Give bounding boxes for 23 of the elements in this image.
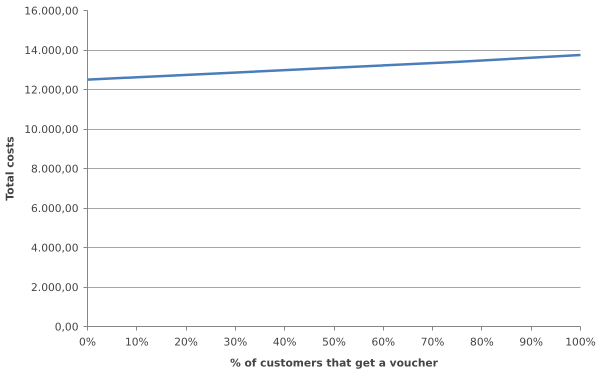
y-tick-label: 14.000,00 xyxy=(24,44,79,57)
y-tick-label: 12.000,00 xyxy=(24,84,79,96)
y-tick-label: 0,00 xyxy=(54,320,79,334)
x-tick-label: 0% xyxy=(79,336,96,348)
y-tick-label: 16.000,00 xyxy=(24,4,79,18)
line-series xyxy=(88,54,580,81)
x-tick-label: 90% xyxy=(519,336,544,348)
y-tick-label: 8.000,00 xyxy=(31,162,79,176)
x-tick-label: 70% xyxy=(420,336,444,348)
x-tick-label: 80% xyxy=(470,336,494,348)
y-tick-label: 6.000,00 xyxy=(31,202,79,215)
x-tick-label: 40% xyxy=(272,336,297,348)
x-axis-title: % of customers that get a voucher xyxy=(230,356,439,370)
y-tick-label: 2.000,00 xyxy=(31,281,79,294)
y-tick-label: 10.000,00 xyxy=(24,123,79,136)
x-tick-label: 60% xyxy=(371,336,396,348)
y-axis-title: Total costs xyxy=(3,136,16,201)
x-tick-label: 100% xyxy=(565,336,596,348)
x-tick-label: 10% xyxy=(124,336,149,348)
x-tick-label: 50% xyxy=(322,336,346,348)
y-tick-label: 4.000,00 xyxy=(31,242,79,254)
x-tick-label: 20% xyxy=(174,336,198,348)
x-tick-label: 30% xyxy=(224,336,248,348)
